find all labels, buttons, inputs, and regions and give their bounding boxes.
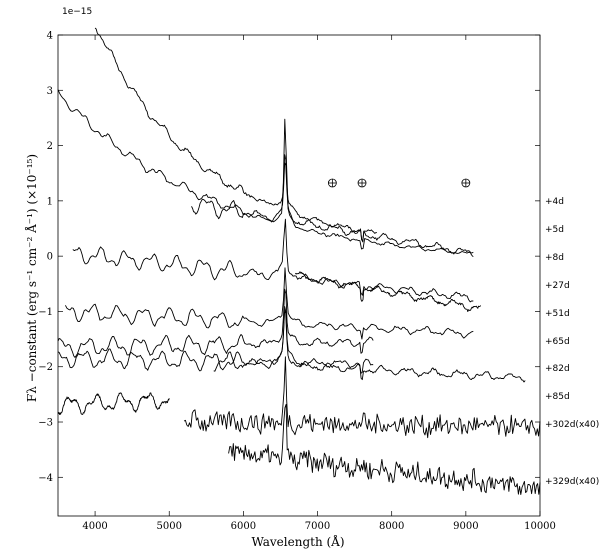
axis-ticks: 4000 5000 6000 7000 8000 9000 10000 4 3 2 1 0 −1 −2 −3… bbox=[38, 31, 556, 533]
epoch-labels: +4d +5d +8d +27d +51d +65d +82d +85d +302d(x40) +… bbox=[545, 197, 599, 487]
x-tick-label: 10000 bbox=[524, 521, 556, 532]
epoch-label: +82d bbox=[545, 364, 570, 374]
y-tick-label: −1 bbox=[38, 307, 53, 318]
y-tick-label: 4 bbox=[47, 31, 53, 42]
x-tick-label: 4000 bbox=[82, 521, 107, 532]
spectrum-line bbox=[228, 403, 541, 496]
epoch-label: +51d bbox=[545, 309, 570, 319]
earth-symbol-icon bbox=[357, 178, 367, 188]
x-axis-title: Wavelength (Å) bbox=[251, 534, 344, 549]
spectrum-line bbox=[294, 271, 482, 313]
y-tick-label: −3 bbox=[38, 418, 53, 429]
spectrum-line bbox=[94, 27, 377, 243]
y-tick-label: −4 bbox=[38, 473, 53, 484]
y-tick-label: 1 bbox=[47, 196, 53, 207]
y-tick-label: 2 bbox=[47, 141, 53, 152]
plot-frame bbox=[57, 34, 541, 517]
y-exponent-label: 1e−15 bbox=[62, 7, 92, 17]
epoch-label: +27d bbox=[545, 281, 570, 291]
telluric-markers bbox=[327, 178, 471, 188]
y-axis-title: Fλ −constant (erg s⁻¹ cm⁻² Å⁻¹) (×10⁻¹⁵) bbox=[24, 154, 39, 402]
epoch-label: +5d bbox=[545, 225, 564, 235]
epoch-label: +4d bbox=[545, 197, 564, 207]
y-tick-label: 0 bbox=[47, 252, 53, 263]
x-tick-label: 8000 bbox=[379, 521, 404, 532]
earth-symbol-icon bbox=[461, 178, 471, 188]
epoch-label: +65d bbox=[545, 337, 570, 347]
spectrum-segment bbox=[213, 310, 526, 383]
spectrum-line bbox=[65, 267, 474, 340]
epoch-label: +8d bbox=[545, 253, 564, 263]
epoch-label: +329d(x40) bbox=[545, 477, 599, 487]
spectrum-line bbox=[72, 218, 474, 303]
spectrum-line bbox=[57, 306, 374, 374]
spectrum-line bbox=[191, 162, 474, 258]
spectrum-segment bbox=[57, 392, 170, 416]
y-tick-label: 3 bbox=[47, 86, 53, 97]
x-tick-label: 9000 bbox=[453, 521, 478, 532]
spectra-series bbox=[57, 27, 541, 496]
earth-symbol-icon bbox=[327, 178, 337, 188]
y-tick-label: −2 bbox=[38, 362, 53, 373]
spectrum-line bbox=[183, 356, 541, 439]
x-tick-label: 7000 bbox=[305, 521, 330, 532]
epoch-label: +85d bbox=[545, 392, 570, 402]
x-tick-label: 5000 bbox=[157, 521, 182, 532]
plot-area-border bbox=[57, 34, 541, 517]
epoch-label: +302d(x40) bbox=[545, 420, 599, 430]
spectrum-line bbox=[57, 288, 374, 358]
spectrum-line bbox=[57, 89, 474, 254]
x-tick-label: 6000 bbox=[231, 521, 256, 532]
